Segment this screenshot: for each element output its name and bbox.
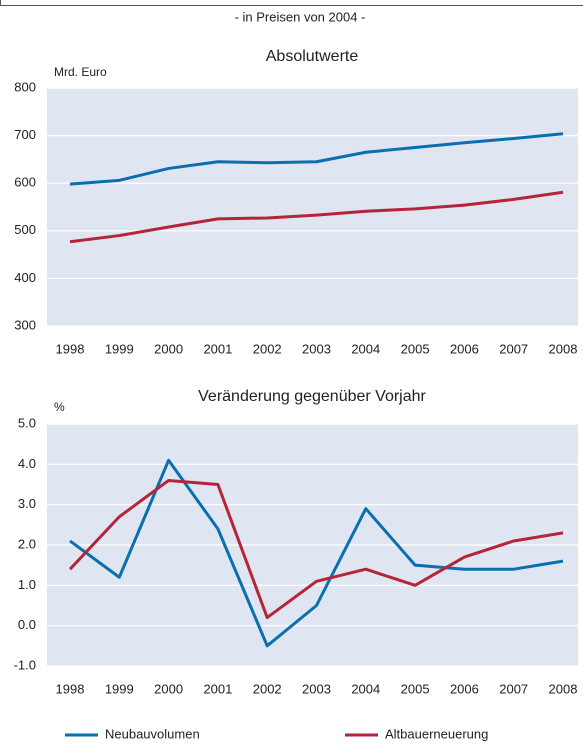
series-line bbox=[68, 478, 564, 620]
x-tick-label: 1998 bbox=[56, 341, 85, 356]
x-tick-label: 2001 bbox=[203, 341, 232, 356]
y-tick-label: 2.0 bbox=[18, 536, 36, 551]
x-tick-label: 2000 bbox=[154, 681, 183, 696]
x-tick-label: 2004 bbox=[351, 681, 380, 696]
y-tick-label: 1.0 bbox=[18, 577, 36, 592]
y-tick-label: -1.0 bbox=[14, 657, 36, 672]
y-tick-label: 4.0 bbox=[18, 456, 36, 471]
y-tick-label: 5.0 bbox=[18, 415, 36, 430]
y-tick-label: 500 bbox=[14, 222, 36, 237]
x-tick-label: 2005 bbox=[401, 341, 430, 356]
y-tick-label: 400 bbox=[14, 270, 36, 285]
y-axis-label: Mrd. Euro bbox=[54, 65, 107, 79]
x-tick-label: 2006 bbox=[450, 681, 479, 696]
plot-area bbox=[47, 88, 578, 326]
series-line bbox=[69, 132, 564, 186]
x-tick-label: 1999 bbox=[105, 681, 134, 696]
y-tick-label: 300 bbox=[14, 317, 36, 332]
x-tick-label: 2003 bbox=[302, 341, 331, 356]
x-tick-label: 1998 bbox=[56, 681, 85, 696]
x-tick-label: 2008 bbox=[549, 341, 578, 356]
legend-label: Altbauerneuerung bbox=[385, 726, 488, 741]
series-line bbox=[69, 190, 564, 244]
x-tick-label: 1999 bbox=[105, 341, 134, 356]
x-tick-label: 2006 bbox=[450, 341, 479, 356]
x-tick-label: 2002 bbox=[253, 341, 282, 356]
chart-title: Absolutwerte bbox=[266, 48, 359, 65]
subtitle: - in Preisen von 2004 - bbox=[235, 9, 366, 24]
frame bbox=[0, 0, 583, 6]
x-tick-label: 2007 bbox=[499, 341, 528, 356]
x-tick-label: 2000 bbox=[154, 341, 183, 356]
x-tick-label: 2007 bbox=[499, 681, 528, 696]
x-tick-label: 2002 bbox=[253, 681, 282, 696]
x-tick-label: 2005 bbox=[401, 681, 430, 696]
y-axis-label: % bbox=[54, 400, 65, 414]
series-line bbox=[69, 458, 564, 648]
chart-title: Veränderung gegenüber Vorjahr bbox=[198, 388, 426, 405]
y-tick-label: 600 bbox=[14, 175, 36, 190]
x-tick-label: 2001 bbox=[203, 681, 232, 696]
x-tick-label: 2008 bbox=[549, 681, 578, 696]
y-tick-label: 0.0 bbox=[18, 617, 36, 632]
y-tick-label: 800 bbox=[14, 79, 36, 94]
y-tick-label: 700 bbox=[14, 127, 36, 142]
legend-label: Neubauvolumen bbox=[105, 726, 200, 741]
x-tick-label: 2004 bbox=[351, 341, 380, 356]
y-tick-label: 3.0 bbox=[18, 496, 36, 511]
x-tick-label: 2003 bbox=[302, 681, 331, 696]
